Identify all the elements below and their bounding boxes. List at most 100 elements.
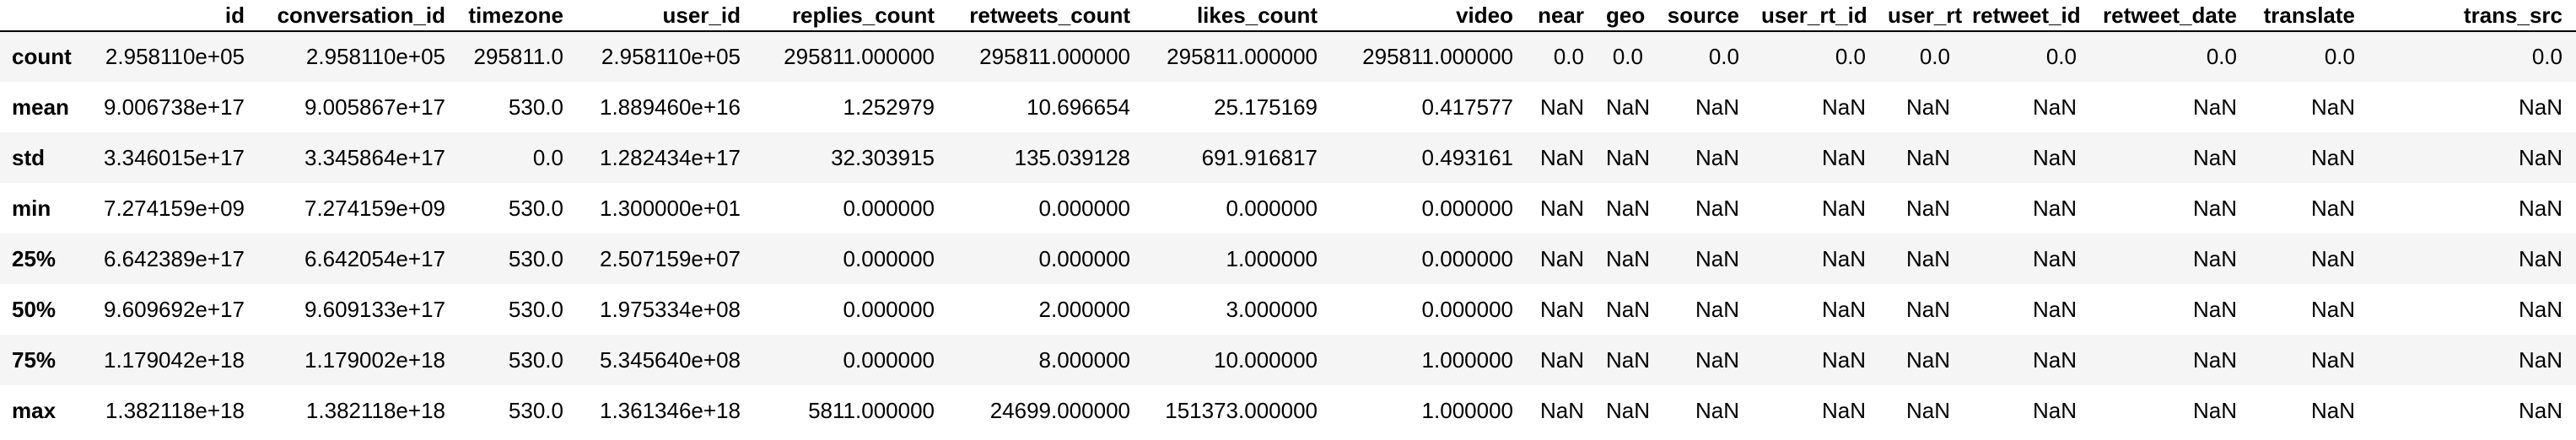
table-cell: 6.642389e+17 <box>103 245 245 271</box>
table-cell: NaN <box>1606 245 1651 271</box>
table-cell: 0.0 <box>2324 44 2355 69</box>
table-cell: 0.0 <box>532 144 563 170</box>
table-cell: 0.000000 <box>1226 195 1318 221</box>
table-cell: NaN <box>1905 94 1950 120</box>
index-header <box>0 0 81 32</box>
row-label: 25% <box>12 245 57 271</box>
table-cell: NaN <box>1695 397 1739 423</box>
table-cell: NaN <box>2032 296 2077 322</box>
table-cell: NaN <box>2518 296 2563 322</box>
table-row: count 2.958110e+05 2.958110e+05 295811.0 2.9… <box>0 31 2576 82</box>
table-cell: NaN <box>2310 245 2355 271</box>
table-cell: 2.507159e+07 <box>599 245 741 271</box>
table-cell: 0.000000 <box>843 346 935 373</box>
column-header: video <box>1331 0 1527 32</box>
table-cell: 10.696654 <box>1027 94 1130 120</box>
table-cell: NaN <box>1539 195 1584 221</box>
table-cell: 9.609133e+17 <box>304 296 445 322</box>
table-cell: 2.958110e+05 <box>601 44 741 69</box>
table-cell: 1.382118e+18 <box>305 397 445 423</box>
table-cell: 530.0 <box>508 296 563 322</box>
table-cell: NaN <box>2192 397 2237 423</box>
table-cell: 295811.000000 <box>784 44 935 69</box>
table-cell: NaN <box>1905 245 1950 271</box>
table-cell: 1.889460e+16 <box>599 94 741 120</box>
table-cell: 691.916817 <box>1201 144 1318 170</box>
table-cell: NaN <box>1821 346 1866 373</box>
table-cell: NaN <box>2310 195 2355 221</box>
table-cell: NaN <box>1821 397 1866 423</box>
table-cell: NaN <box>2032 245 2077 271</box>
table-cell: 1.382118e+18 <box>105 397 245 423</box>
row-label: count <box>12 44 72 69</box>
table-cell: NaN <box>1695 245 1739 271</box>
table-cell: NaN <box>2192 144 2237 170</box>
table-cell: NaN <box>2192 346 2237 373</box>
table-cell: 1.361346e+18 <box>599 397 741 423</box>
table-cell: NaN <box>1821 195 1866 221</box>
table-cell: NaN <box>2192 195 2237 221</box>
table-row: std 3.346015e+17 3.345864e+17 0.0 1.282434e+… <box>0 132 2576 183</box>
table-cell: 5.345640e+08 <box>599 346 741 373</box>
table-cell: 530.0 <box>508 397 563 423</box>
table-cell: NaN <box>1905 346 1950 373</box>
table-cell: NaN <box>2518 397 2563 423</box>
table-cell: 0.493161 <box>1421 144 1513 170</box>
row-label: 75% <box>12 346 57 373</box>
table-cell: 6.642054e+17 <box>304 245 445 271</box>
column-header: user_rt_id <box>1753 0 1879 32</box>
table-cell: NaN <box>2310 94 2355 120</box>
header-row: id conversation_id timezone user_id replies_… <box>0 0 2576 32</box>
table-cell: NaN <box>2518 245 2563 271</box>
column-header: translate <box>2250 0 2369 32</box>
table-cell: NaN <box>1821 296 1866 322</box>
table-cell: 3.000000 <box>1226 296 1318 322</box>
table-cell: 7.274159e+09 <box>304 195 445 221</box>
table-cell: NaN <box>2192 296 2237 322</box>
table-cell: NaN <box>1606 144 1651 170</box>
table-cell: 1.300000e+01 <box>599 195 741 221</box>
table-cell: NaN <box>2032 144 2077 170</box>
table-cell: NaN <box>2518 94 2563 120</box>
table-cell: 3.346015e+17 <box>103 144 245 170</box>
column-header: trans_src <box>2369 0 2576 32</box>
table-cell: 151373.000000 <box>1165 397 1318 423</box>
row-label: min <box>12 195 51 221</box>
table-row: min 7.274159e+09 7.274159e+09 530.0 1.300000… <box>0 183 2576 233</box>
table-cell: 0.000000 <box>1421 296 1513 322</box>
table-cell: NaN <box>1539 296 1584 322</box>
table-cell: 0.0 <box>1553 44 1584 69</box>
row-label: max <box>12 397 57 423</box>
table-cell: 1.975334e+08 <box>599 296 741 322</box>
table-cell: 8.000000 <box>1038 346 1130 373</box>
table-cell: NaN <box>1539 397 1584 423</box>
table-cell: 1.000000 <box>1421 346 1513 373</box>
table-cell: 1.179002e+18 <box>304 346 445 373</box>
column-header: near <box>1527 0 1598 32</box>
table-cell: NaN <box>2310 144 2355 170</box>
table-cell: 530.0 <box>508 245 563 271</box>
table-cell: 9.005867e+17 <box>304 94 445 120</box>
table-cell: 25.175169 <box>1214 94 1318 120</box>
table-cell: 1.000000 <box>1421 397 1513 423</box>
table-cell: 24699.000000 <box>989 397 1130 423</box>
column-header: source <box>1657 0 1753 32</box>
table-cell: NaN <box>2518 195 2563 221</box>
table-cell: 0.0 <box>2531 44 2563 69</box>
table-cell: 0.000000 <box>843 195 935 221</box>
table-cell: 0.000000 <box>843 245 935 271</box>
table-cell: NaN <box>2192 245 2237 271</box>
row-label: mean <box>12 94 69 120</box>
table-cell: 10.000000 <box>1214 346 1318 373</box>
table-body: count 2.958110e+05 2.958110e+05 295811.0 2.9… <box>0 31 2576 436</box>
table-cell: NaN <box>2192 94 2237 120</box>
table-cell: 135.039128 <box>1014 144 1130 170</box>
table-row: 50% 9.609692e+17 9.609133e+17 530.0 1.975334… <box>0 284 2576 335</box>
column-header: retweet_date <box>2090 0 2250 32</box>
column-header: likes_count <box>1144 0 1331 32</box>
column-header: timezone <box>459 0 577 32</box>
table-cell: 0.000000 <box>843 296 935 322</box>
table-cell: NaN <box>1695 144 1739 170</box>
table-cell: NaN <box>1606 397 1651 423</box>
